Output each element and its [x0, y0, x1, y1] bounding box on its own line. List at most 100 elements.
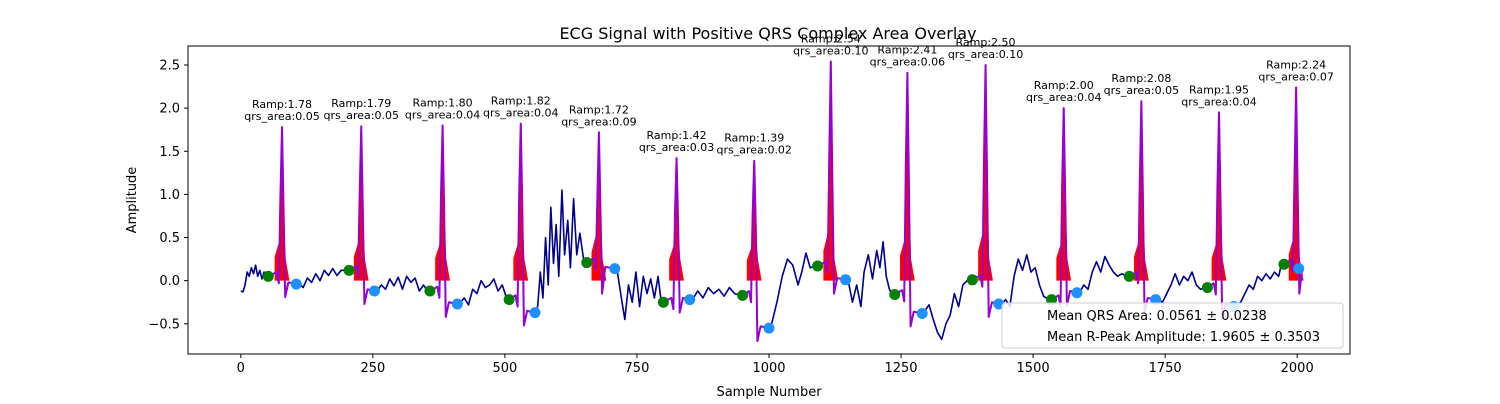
qrs-area-fill — [513, 123, 529, 281]
y-tick-label: −0.5 — [148, 317, 180, 332]
qrs-area-fill — [899, 72, 915, 281]
ecg-signal-line — [1000, 253, 1050, 308]
chart-title: ECG Signal with Positive QRS Complex Are… — [559, 24, 976, 43]
r-peak-amplitude-label: Ramp:1.82 — [491, 95, 551, 108]
qrs-segment-line — [742, 159, 770, 343]
ecg-signal-line — [847, 241, 893, 308]
qrs-area-fill — [669, 158, 684, 281]
ecg-signal-line — [536, 189, 585, 307]
x-axis-label: Sample Number — [716, 385, 822, 400]
x-tick-label: 1750 — [1149, 361, 1182, 376]
x-tick-label: 2000 — [1281, 361, 1314, 376]
ecg-signal-line — [1235, 264, 1283, 308]
ecg-signal-line — [770, 252, 816, 324]
legend: Mean QRS Area: 0.0561 ± 0.0238 Mean R-Pe… — [1001, 302, 1344, 349]
qrs-area-label: qrs_area:0.05 — [1104, 84, 1179, 97]
qrs-area-fill — [1056, 108, 1072, 281]
r-peak-amplitude-label: Ramp:2.24 — [1266, 58, 1326, 71]
legend-box — [1001, 302, 1344, 349]
qrs-offset-marker — [368, 285, 380, 297]
r-peak-amplitude-label: Ramp:1.95 — [1189, 83, 1249, 96]
qrs-segment-line — [1283, 86, 1304, 295]
qrs-segment-line — [971, 63, 1000, 318]
qrs-offset-marker — [916, 307, 928, 319]
qrs-area-label: qrs_area:0.10 — [793, 45, 868, 58]
qrs-onset-marker — [889, 288, 901, 300]
qrs-offset-marker — [684, 294, 696, 306]
qrs-onset-marker — [657, 296, 669, 308]
qrs-offset-marker — [290, 278, 302, 290]
qrs-segment-line — [267, 126, 297, 299]
x-tick-label: 750 — [625, 361, 650, 376]
y-tick-label: 0.0 — [159, 274, 180, 289]
qrs-segment-line — [1128, 100, 1156, 314]
qrs-area-label: qrs_area:0.09 — [561, 115, 636, 128]
x-tick-label: 1250 — [884, 361, 917, 376]
r-peak-amplitude-label: Ramp:1.39 — [724, 132, 784, 145]
qrs-onset-marker — [1278, 258, 1290, 270]
qrs-offset-marker — [609, 263, 621, 275]
qrs-onset-marker — [812, 260, 824, 272]
qrs-onset-marker — [1201, 282, 1213, 294]
ecg-signal-line — [298, 267, 347, 289]
qrs-onset-marker — [503, 294, 515, 306]
r-peak-amplitude-label: Ramp:1.79 — [331, 97, 391, 110]
qrs-area-fill — [435, 125, 450, 281]
qrs-offset-marker — [1071, 287, 1083, 299]
r-peak-amplitude-label: Ramp:2.08 — [1111, 72, 1171, 85]
x-tick-label: 1500 — [1017, 361, 1050, 376]
qrs-area-label: qrs_area:0.05 — [244, 110, 319, 123]
qrs-offset-marker — [529, 307, 541, 319]
qrs-segment-line — [1051, 107, 1078, 308]
qrs-area-fill — [1211, 112, 1227, 281]
qrs-area-fill — [591, 132, 607, 281]
r-peak-amplitude-label: Ramp:2.54 — [801, 33, 861, 46]
y-tick-label: 1.5 — [159, 145, 180, 160]
qrs-area-label: qrs_area:0.02 — [716, 144, 791, 157]
qrs-segment-line — [662, 157, 691, 314]
qrs-area-label: qrs_area:0.04 — [483, 107, 558, 120]
qrs-area-label: qrs_area:0.06 — [870, 56, 945, 69]
r-peak-amplitude-label: Ramp:2.41 — [877, 44, 937, 57]
qrs-segment-line — [894, 71, 923, 328]
ecg-signal-line — [240, 264, 267, 293]
qrs-segment-line — [348, 125, 375, 305]
r-peak-amplitude-label: Ramp:1.42 — [647, 129, 707, 142]
ecg-signal-line — [459, 278, 508, 306]
qrs-onset-marker — [262, 270, 274, 282]
qrs-area-fill — [274, 127, 290, 281]
qrs-area-label: qrs_area:0.04 — [1026, 91, 1101, 104]
x-axis-ticks: 0 250 500 750 1000 1250 1500 1750 2000 — [237, 354, 1314, 376]
qrs-onset-marker — [966, 274, 978, 286]
y-tick-label: 1.0 — [159, 188, 180, 203]
legend-entry-qrs-area: Mean QRS Area: 0.0561 ± 0.0238 — [1047, 309, 1267, 324]
qrs-area-fill — [823, 61, 839, 281]
legend-entry-r-peak: Mean R-Peak Amplitude: 1.9605 ± 0.3503 — [1047, 330, 1320, 345]
qrs-offset-marker — [840, 274, 852, 286]
qrs-area-label: qrs_area:0.05 — [324, 109, 399, 122]
r-peak-amplitude-label: Ramp:1.78 — [252, 98, 312, 111]
x-tick-label: 1000 — [752, 361, 785, 376]
ecg-signal-line — [1078, 255, 1127, 294]
qrs-segment-line — [429, 124, 458, 318]
qrs-area-fill — [353, 126, 369, 281]
ecg-signal-line — [616, 271, 662, 321]
x-tick-label: 250 — [360, 361, 385, 376]
qrs-offset-marker — [763, 322, 775, 334]
r-peak-amplitude-label: Ramp:1.72 — [569, 103, 629, 116]
y-tick-label: 2.5 — [159, 58, 180, 73]
plot-area: Ramp:1.78qrs_area:0.05Ramp:1.79qrs_area:… — [240, 33, 1334, 343]
qrs-onset-marker — [737, 289, 749, 301]
qrs-segment-line — [817, 60, 846, 295]
y-tick-label: 0.5 — [159, 231, 180, 246]
qrs-offset-marker — [1293, 263, 1305, 275]
ecg-signal-line — [1157, 271, 1206, 304]
qrs-area-label: qrs_area:0.04 — [405, 108, 480, 121]
qrs-area-label: qrs_area:0.04 — [1181, 95, 1256, 108]
qrs-area-label: qrs_area:0.07 — [1258, 70, 1333, 83]
qrs-onset-marker — [1123, 270, 1135, 282]
y-axis-ticks: −0.5 0.0 0.5 1.0 1.5 2.0 2.5 — [148, 58, 188, 332]
qrs-onset-marker — [581, 257, 593, 269]
